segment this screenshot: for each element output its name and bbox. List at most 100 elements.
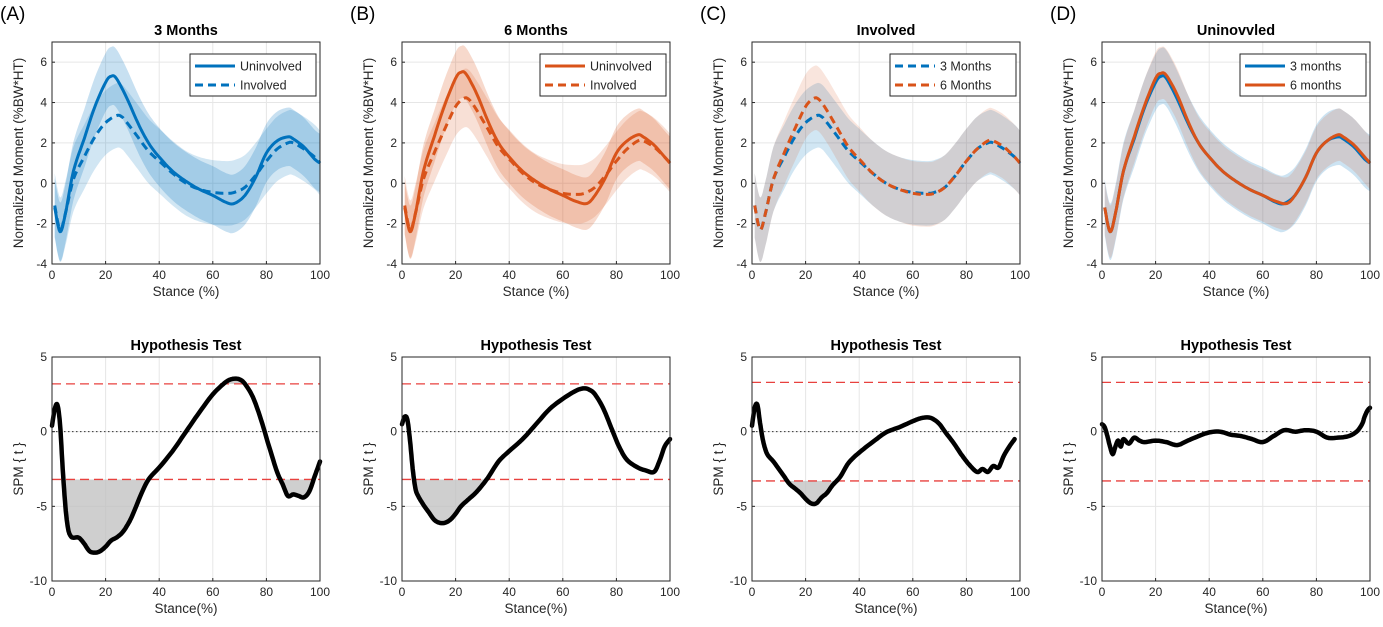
x-tick-label: 80 xyxy=(610,585,624,599)
axes-box xyxy=(51,356,321,582)
x-tick-label: 80 xyxy=(1310,585,1324,599)
axes-box xyxy=(1101,41,1371,265)
y-tick-label: -4 xyxy=(36,257,47,271)
y-tick-label: -10 xyxy=(1080,574,1098,588)
y-tick-label: 0 xyxy=(40,425,47,439)
y-tick-label: 6 xyxy=(740,55,747,69)
spm-t-curve xyxy=(749,401,1017,507)
y-tick-label: 0 xyxy=(390,425,397,439)
y-tick-label: 4 xyxy=(740,96,747,110)
legend-label: 6 Months xyxy=(940,79,991,93)
legend-label: Uninvolved xyxy=(240,60,302,74)
x-tick-label: 100 xyxy=(1010,268,1030,282)
series-line-uninvolved xyxy=(403,70,672,234)
axes-title: Hypothesis Test xyxy=(1181,338,1292,354)
legend-box xyxy=(189,53,317,97)
x-axis-label: Stance(%) xyxy=(1204,601,1267,616)
y-tick-label: 2 xyxy=(1090,136,1097,150)
spm-t-curve xyxy=(1099,405,1373,457)
axes-title: 6 Months xyxy=(504,23,568,39)
y-tick-label: 2 xyxy=(40,136,47,150)
y-tick-label: 0 xyxy=(740,176,747,190)
x-tick-label: 0 xyxy=(399,268,406,282)
y-axis-label: Normalized Moment (%BW*HT) xyxy=(1061,58,1076,249)
x-tick-label: 0 xyxy=(1099,585,1106,599)
spm-t-curve xyxy=(399,386,673,526)
x-tick-label: 40 xyxy=(1203,585,1217,599)
y-tick-label: -10 xyxy=(380,574,398,588)
axes-title: Hypothesis Test xyxy=(481,338,592,354)
legend: 3 months 6 months xyxy=(1239,53,1367,97)
axes-box xyxy=(51,41,321,265)
sd-band-3-months xyxy=(1104,47,1370,261)
x-tick-label: 40 xyxy=(853,585,867,599)
y-tick-label: -4 xyxy=(386,257,397,271)
x-tick-label: 20 xyxy=(1149,585,1163,599)
axes-box xyxy=(751,356,1021,582)
x-tick-label: 40 xyxy=(153,268,167,282)
panel-a: (A) 0 20 40 60 80 100 -4 -2 0 2 4 6 3 Months Stance (%… xyxy=(0,4,330,616)
y-tick-label: 5 xyxy=(40,350,47,364)
y-tick-label: 2 xyxy=(740,136,747,150)
legend-label: Involved xyxy=(590,79,637,93)
y-tick-label: -2 xyxy=(36,217,47,231)
y-axis-label: SPM { t } xyxy=(711,442,726,496)
legend-label: 3 months xyxy=(1290,60,1341,74)
x-tick-label: 0 xyxy=(399,585,406,599)
x-axis-label: Stance(%) xyxy=(504,601,567,616)
sd-band-involved xyxy=(54,82,320,263)
legend: 3 Months 6 Months xyxy=(889,53,1017,97)
x-tick-label: 60 xyxy=(556,268,570,282)
x-axis-label: Stance (%) xyxy=(503,284,570,299)
y-axis-label: SPM { t } xyxy=(11,442,26,496)
x-tick-label: 80 xyxy=(610,268,624,282)
x-tick-label: 80 xyxy=(260,585,274,599)
panel-letter: (A) xyxy=(0,4,25,25)
axes-box xyxy=(1101,356,1371,582)
legend-label: 3 Months xyxy=(940,60,991,74)
suprathreshold-cluster xyxy=(414,479,486,524)
y-tick-label: 0 xyxy=(1090,425,1097,439)
y-tick-label: 0 xyxy=(390,176,397,190)
legend-box xyxy=(889,53,1017,97)
legend-label: Involved xyxy=(240,79,287,93)
legend-box xyxy=(1239,53,1367,97)
x-tick-label: 40 xyxy=(503,268,517,282)
y-tick-label: 2 xyxy=(390,136,397,150)
y-tick-label: 0 xyxy=(740,425,747,439)
y-axis-label: Normalized Moment (%BW*HT) xyxy=(361,58,376,249)
y-tick-label: 0 xyxy=(1090,176,1097,190)
moment-plot: 0 20 40 60 80 100 -4 -2 0 2 4 6 3 Months Stance (%) No… xyxy=(11,23,330,299)
x-tick-label: 0 xyxy=(49,585,56,599)
x-axis-label: Stance(%) xyxy=(854,601,917,616)
x-tick-label: 40 xyxy=(853,268,867,282)
x-axis-label: Stance (%) xyxy=(1203,284,1270,299)
spm-plot: 0 20 40 60 80 100 -10 -5 0 5 Hypothesis Test Stance… xyxy=(11,338,330,616)
x-axis-label: Stance (%) xyxy=(853,284,920,299)
axes-title: Hypothesis Test xyxy=(831,338,942,354)
x-tick-label: 20 xyxy=(449,268,463,282)
panel-letter: (D) xyxy=(1050,4,1076,25)
legend-label: 6 months xyxy=(1290,79,1341,93)
sd-band-uninvolved xyxy=(404,45,670,258)
x-tick-label: 80 xyxy=(260,268,274,282)
sd-band-6-months xyxy=(1104,46,1370,258)
x-tick-label: 60 xyxy=(206,585,220,599)
y-tick-label: 6 xyxy=(40,55,47,69)
axes-title: Uninovvled xyxy=(1197,23,1275,39)
y-tick-label: -4 xyxy=(736,257,747,271)
x-tick-label: 100 xyxy=(310,585,330,599)
x-tick-label: 20 xyxy=(799,585,813,599)
x-tick-label: 60 xyxy=(556,585,570,599)
y-tick-label: -2 xyxy=(386,217,397,231)
panel-letter: (C) xyxy=(700,4,726,25)
series-line-uninvolved xyxy=(53,74,321,234)
x-tick-label: 80 xyxy=(960,585,974,599)
x-tick-label: 40 xyxy=(1203,268,1217,282)
y-tick-label: -2 xyxy=(736,217,747,231)
x-axis-label: Stance(%) xyxy=(154,601,217,616)
x-tick-label: 100 xyxy=(1010,585,1030,599)
y-tick-label: 6 xyxy=(1090,55,1097,69)
x-tick-label: 0 xyxy=(749,585,756,599)
